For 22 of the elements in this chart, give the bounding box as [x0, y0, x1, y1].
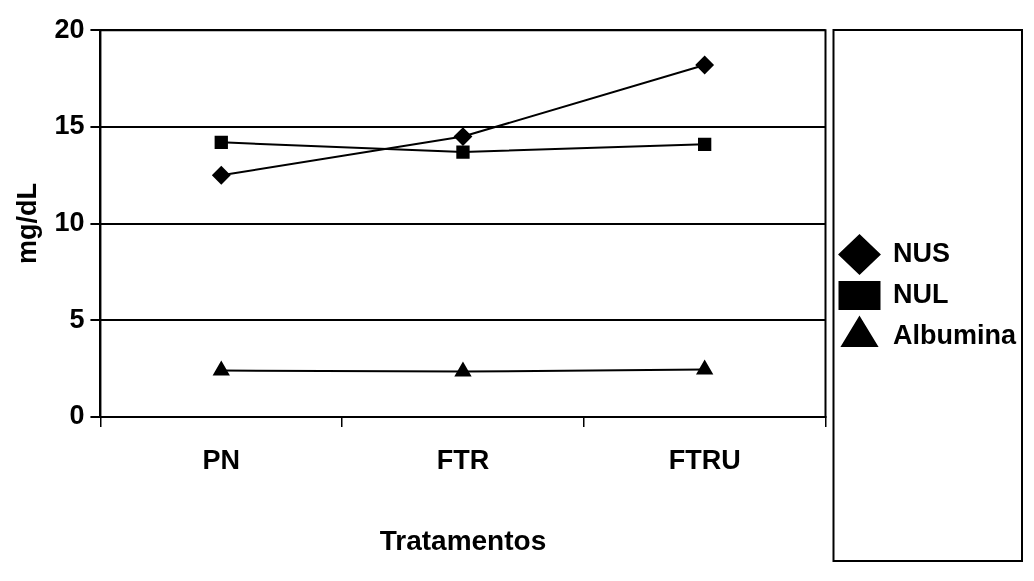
legend-label: Albumina [893, 319, 1017, 350]
point [453, 127, 472, 146]
point [698, 137, 712, 151]
y-tick-label: 10 [54, 207, 85, 238]
y-tick-label: 0 [69, 400, 85, 431]
x-tick-label: PN [202, 444, 241, 475]
y-tick-label: 5 [69, 303, 85, 334]
point [696, 360, 713, 375]
point [456, 145, 470, 159]
point [212, 166, 231, 185]
legend-label: NUS [893, 237, 951, 268]
legend-label: NUL [893, 278, 949, 309]
point [455, 362, 471, 377]
point [214, 135, 228, 150]
x-axis-title: Tratamentos [379, 524, 547, 556]
x-tick-label: FTR [436, 444, 490, 475]
y-tick-label: 20 [54, 13, 85, 44]
point [213, 361, 230, 376]
y-axis-title: mg/dL [11, 183, 42, 265]
y-tick-label: 15 [54, 110, 85, 141]
x-tick-label: FTRU [668, 444, 741, 475]
point [695, 56, 714, 75]
